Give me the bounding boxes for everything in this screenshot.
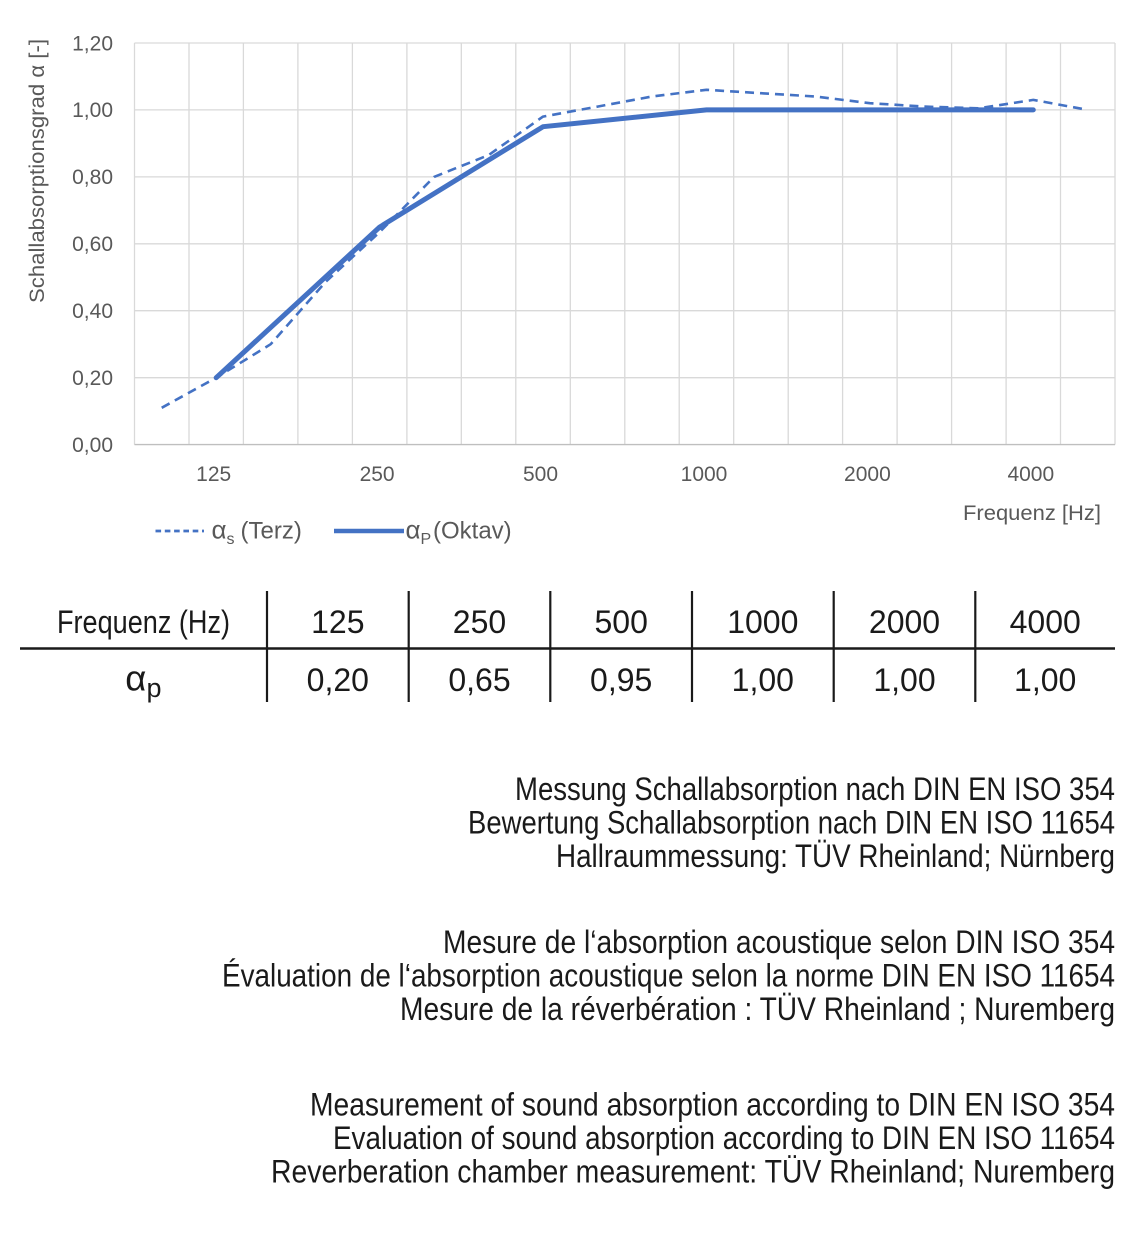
svg-text:500: 500 <box>523 463 558 486</box>
svg-text:0,20: 0,20 <box>72 367 113 390</box>
svg-text:Frequenz [Hz]: Frequenz [Hz] <box>963 502 1101 525</box>
svg-text:250: 250 <box>453 604 506 640</box>
svg-text:1000: 1000 <box>681 463 728 486</box>
svg-text:0,65: 0,65 <box>448 662 510 698</box>
svg-text:4000: 4000 <box>1010 604 1081 640</box>
svg-text:250: 250 <box>360 463 395 486</box>
svg-text:0,00: 0,00 <box>72 434 113 457</box>
svg-text:Bewertung Schallabsorption nac: Bewertung Schallabsorption nach DIN EN I… <box>468 805 1115 841</box>
svg-text:125: 125 <box>196 463 231 486</box>
svg-text:Mesure de l‘absorption acousti: Mesure de l‘absorption acoustique selon … <box>443 924 1115 960</box>
svg-text:0,95: 0,95 <box>590 662 652 698</box>
svg-text:αs: αs <box>212 515 235 549</box>
svg-text:Évaluation de l‘absorption aco: Évaluation de l‘absorption acoustique se… <box>222 958 1115 994</box>
svg-text:(Terz): (Terz) <box>241 518 302 545</box>
svg-text:(Oktav): (Oktav) <box>433 518 512 545</box>
svg-text:1,00: 1,00 <box>732 662 794 698</box>
svg-text:p: p <box>147 673 162 703</box>
svg-text:Messung Schallabsorption nach: Messung Schallabsorption nach DIN EN ISO… <box>515 771 1115 807</box>
svg-text:α: α <box>125 658 146 699</box>
svg-text:1000: 1000 <box>727 604 798 640</box>
svg-text:Schallabsorptionsgrad α [-]: Schallabsorptionsgrad α [-] <box>26 39 49 303</box>
svg-text:2000: 2000 <box>869 604 940 640</box>
svg-text:125: 125 <box>311 604 364 640</box>
svg-text:αP: αP <box>406 515 432 549</box>
svg-text:0,60: 0,60 <box>72 233 113 256</box>
svg-text:Measurement of sound absorptio: Measurement of sound absorption accordin… <box>310 1087 1115 1123</box>
svg-text:500: 500 <box>595 604 648 640</box>
svg-text:0,20: 0,20 <box>307 662 369 698</box>
svg-text:0,40: 0,40 <box>72 300 113 323</box>
svg-text:Frequenz (Hz): Frequenz (Hz) <box>57 604 230 640</box>
svg-text:2000: 2000 <box>844 463 891 486</box>
svg-text:1,20: 1,20 <box>72 32 113 55</box>
svg-text:1,00: 1,00 <box>1014 662 1076 698</box>
svg-text:Evaluation of sound absorption: Evaluation of sound absorption according… <box>333 1120 1115 1156</box>
svg-text:Reverberation chamber measurem: Reverberation chamber measurement: TÜV R… <box>271 1154 1115 1190</box>
svg-text:1,00: 1,00 <box>72 99 113 122</box>
svg-text:4000: 4000 <box>1007 463 1054 486</box>
svg-text:Mesure de la réverbération : T: Mesure de la réverbération : TÜV Rheinla… <box>400 991 1115 1027</box>
svg-text:0,80: 0,80 <box>72 166 113 189</box>
svg-text:1,00: 1,00 <box>873 662 935 698</box>
svg-text:Hallraummessung: TÜV Rheinland: Hallraummessung: TÜV Rheinland; Nürnberg <box>556 838 1115 874</box>
